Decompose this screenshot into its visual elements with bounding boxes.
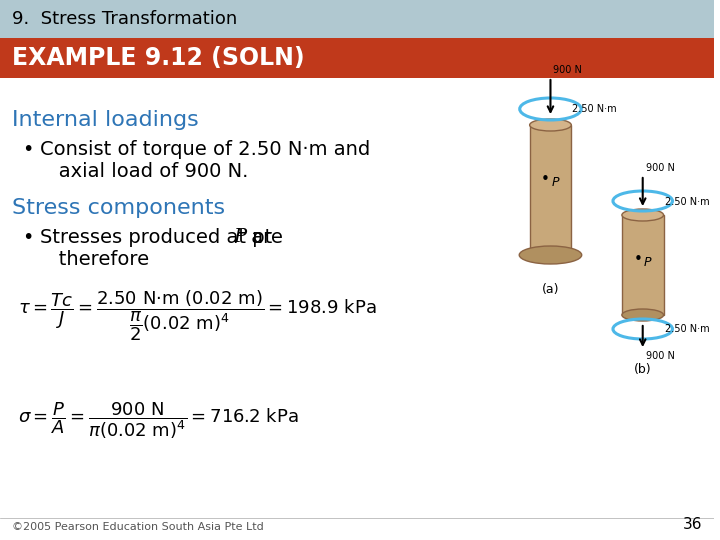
Text: 9.  Stress Transformation: 9. Stress Transformation — [12, 10, 237, 28]
Text: •: • — [22, 140, 33, 159]
Text: Stresses produced at pt: Stresses produced at pt — [40, 228, 278, 247]
Text: Internal loadings: Internal loadings — [12, 110, 199, 130]
Ellipse shape — [530, 119, 571, 131]
Text: Stress components: Stress components — [12, 198, 225, 218]
FancyBboxPatch shape — [0, 0, 714, 38]
Text: 2.50 N·m: 2.50 N·m — [665, 324, 709, 334]
Text: 900 N: 900 N — [554, 65, 582, 75]
Text: are: are — [245, 228, 283, 247]
Text: $\tau = \dfrac{Tc}{J} = \dfrac{2.50\ \mathrm{N{\cdot}m}\ (0.02\ \mathrm{m})}{\df: $\tau = \dfrac{Tc}{J} = \dfrac{2.50\ \ma… — [18, 289, 377, 343]
Ellipse shape — [622, 209, 664, 221]
Text: P: P — [552, 176, 559, 188]
Text: P: P — [233, 228, 246, 246]
Polygon shape — [530, 125, 571, 255]
Text: (b): (b) — [634, 363, 652, 376]
FancyBboxPatch shape — [0, 38, 714, 78]
Text: 36: 36 — [683, 517, 702, 532]
Text: 900 N: 900 N — [646, 351, 675, 361]
Ellipse shape — [622, 309, 664, 321]
Text: 2.50 N·m: 2.50 N·m — [572, 104, 617, 114]
Text: ©2005 Pearson Education South Asia Pte Ltd: ©2005 Pearson Education South Asia Pte L… — [12, 522, 264, 532]
Text: $\sigma = \dfrac{P}{A} = \dfrac{900\ \mathrm{N}}{\pi(0.02\ \mathrm{m})^4} = 716.: $\sigma = \dfrac{P}{A} = \dfrac{900\ \ma… — [18, 401, 299, 441]
Text: •: • — [634, 253, 642, 267]
Text: EXAMPLE 9.12 (SOLN): EXAMPLE 9.12 (SOLN) — [12, 46, 305, 70]
Ellipse shape — [519, 246, 582, 264]
Polygon shape — [622, 215, 664, 315]
Text: 2.50 N·m: 2.50 N·m — [665, 197, 709, 207]
Text: P: P — [644, 255, 651, 268]
Text: therefore: therefore — [40, 250, 149, 269]
Text: •: • — [541, 172, 550, 187]
Text: (a): (a) — [541, 283, 559, 296]
Text: •: • — [22, 228, 33, 247]
Text: axial load of 900 N.: axial load of 900 N. — [40, 162, 248, 181]
Text: Consist of torque of 2.50 N·m and: Consist of torque of 2.50 N·m and — [40, 140, 370, 159]
Text: 900 N: 900 N — [646, 163, 675, 173]
